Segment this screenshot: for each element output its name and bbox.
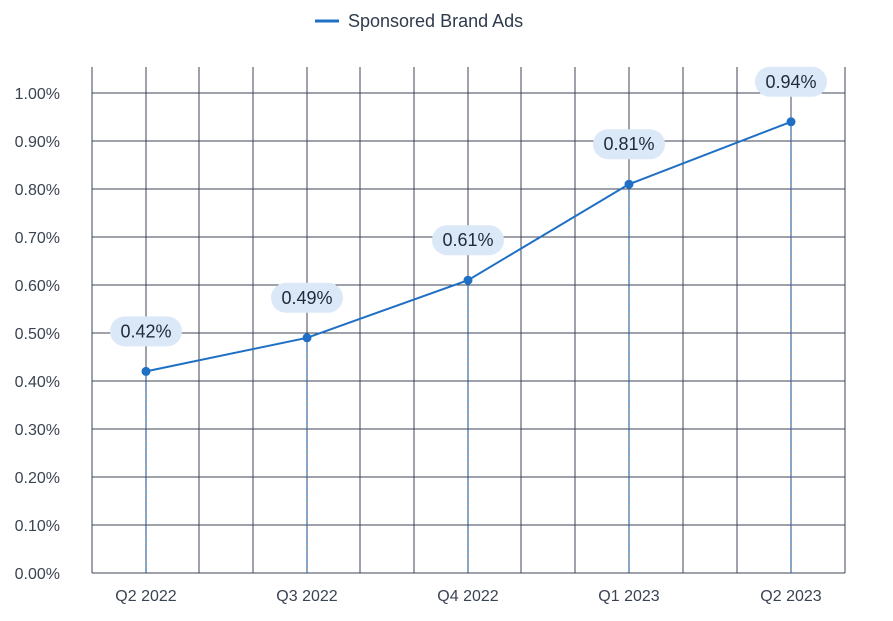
data-point	[463, 275, 473, 285]
data-points	[141, 117, 796, 376]
data-labels: 0.42% 0.49% 0.61% 0.81% 0.94%	[110, 66, 827, 347]
data-label: 0.49%	[281, 288, 332, 308]
data-label: 0.61%	[442, 230, 493, 250]
x-tick-label: Q4 2022	[437, 588, 498, 605]
legend: Sponsored Brand Ads	[315, 11, 523, 31]
y-tick-label: 0.70%	[15, 230, 60, 247]
drop-lines	[145, 126, 792, 573]
x-tick-label: Q1 2023	[598, 588, 659, 605]
y-tick-label: 0.20%	[15, 470, 60, 487]
y-tick-label: 0.50%	[15, 326, 60, 343]
data-label: 0.81%	[603, 134, 654, 154]
y-tick-label: 0.60%	[15, 278, 60, 295]
data-point	[302, 333, 312, 343]
y-tick-label: 0.30%	[15, 422, 60, 439]
data-label-bg	[432, 225, 504, 256]
x-tick-label: Q2 2022	[115, 588, 176, 605]
y-tick-label: 0.80%	[15, 182, 60, 199]
data-label: 0.42%	[120, 321, 171, 341]
data-label-bg	[271, 282, 343, 313]
data-point	[141, 366, 151, 376]
data-label-bg	[110, 316, 182, 347]
data-point	[624, 179, 634, 189]
x-tick-label: Q2 2023	[760, 588, 821, 605]
data-label-bg	[593, 129, 665, 160]
y-tick-label: 0.00%	[15, 566, 60, 583]
legend-label: Sponsored Brand Ads	[348, 11, 523, 31]
y-axis-tick-labels: 0.00% 0.10% 0.20% 0.30% 0.40% 0.50% 0.60% 0.70%…	[15, 86, 60, 583]
y-tick-label: 0.10%	[15, 518, 60, 535]
x-axis-tick-labels: Q2 2022 Q3 2022 Q4 2022 Q1 2023 Q2 2023	[115, 588, 821, 605]
y-tick-label: 0.90%	[15, 134, 60, 151]
data-point	[786, 117, 796, 127]
data-label-bg	[755, 66, 827, 97]
y-tick-label: 1.00%	[15, 86, 60, 103]
y-tick-label: 0.40%	[15, 374, 60, 391]
data-label: 0.94%	[765, 72, 816, 92]
x-tick-label: Q3 2022	[276, 588, 337, 605]
